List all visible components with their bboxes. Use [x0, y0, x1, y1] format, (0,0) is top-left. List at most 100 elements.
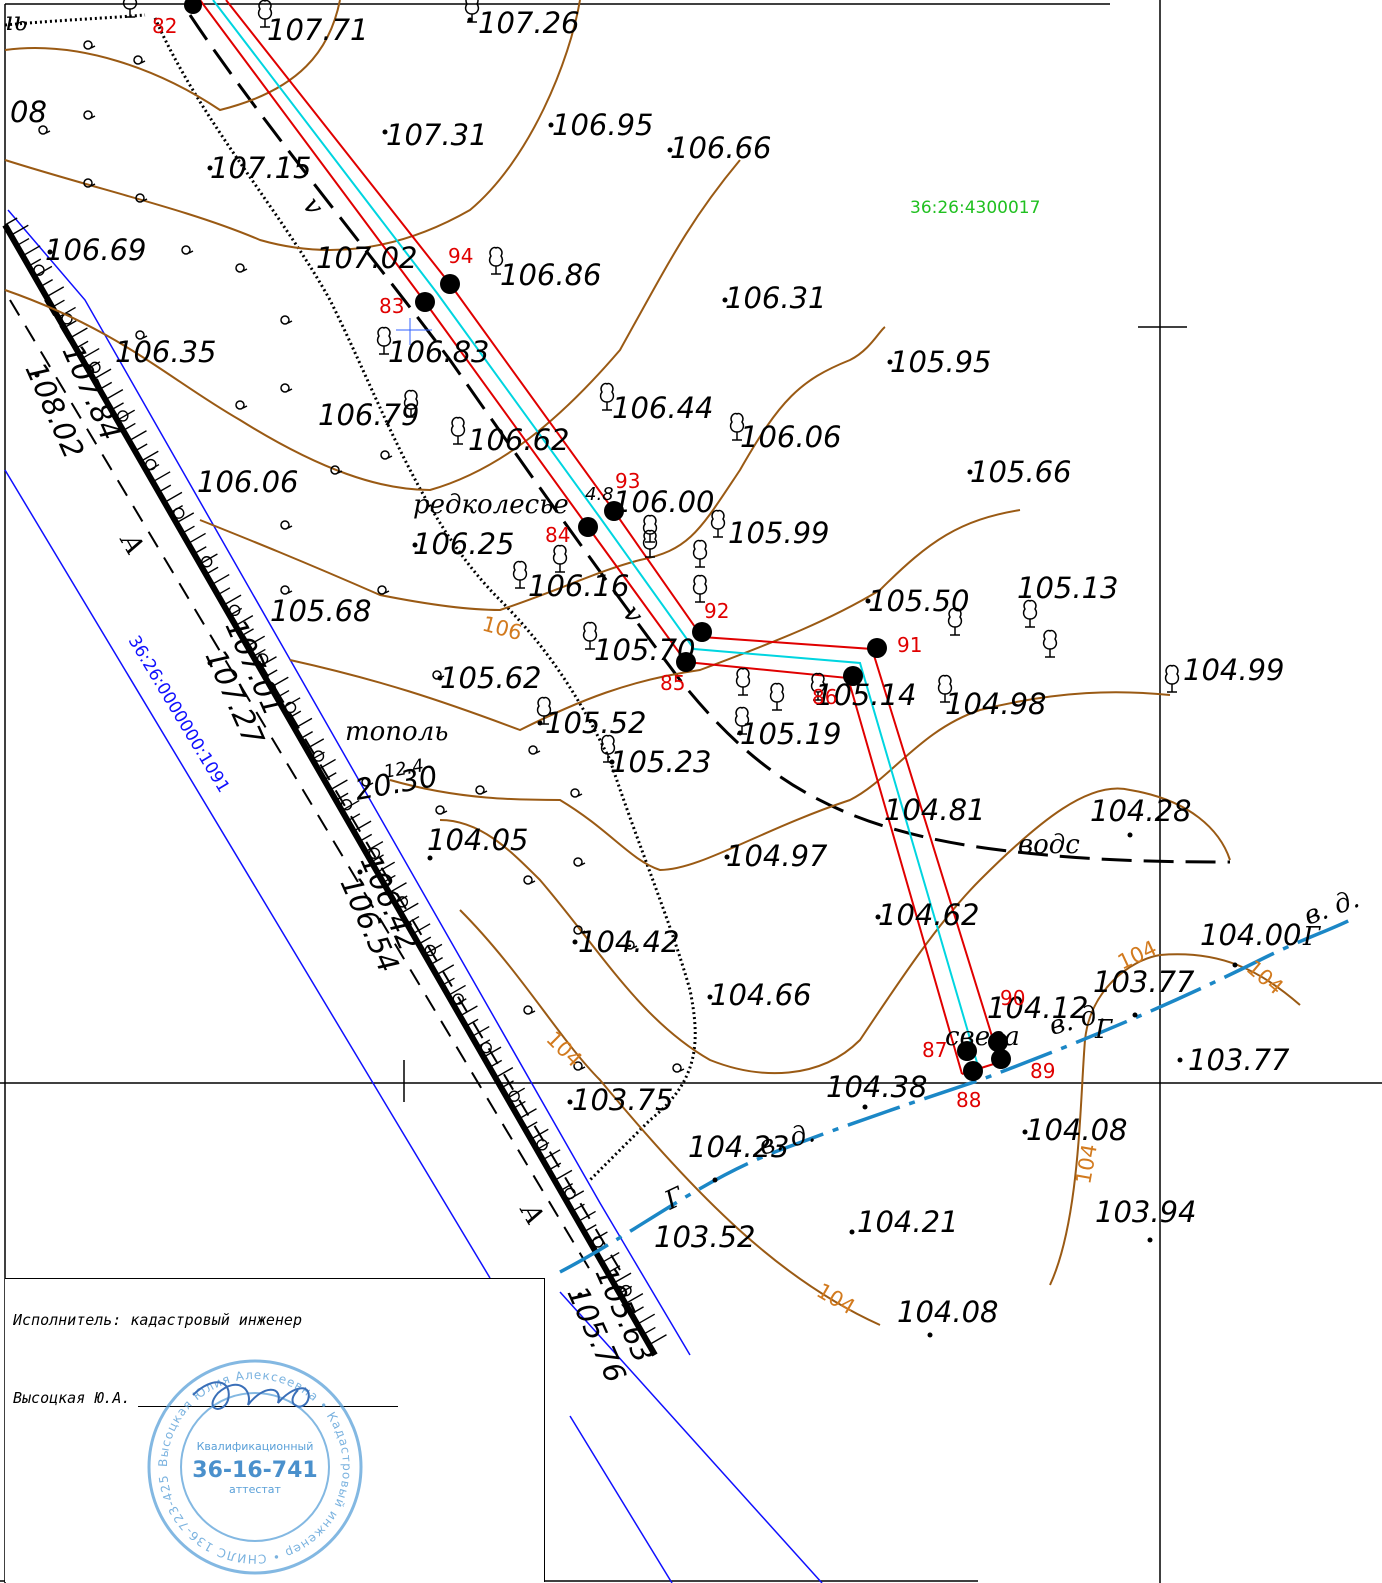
shrub-icon	[280, 315, 293, 325]
contour-label-106: 106	[480, 612, 525, 646]
caption-ed3: в. д.	[756, 1118, 818, 1162]
embankment-circle	[424, 944, 436, 957]
embankment-circle	[145, 458, 157, 471]
caption-redkolesie: редколесье	[413, 490, 569, 520]
point-number: 92	[704, 599, 729, 623]
tree-symbols	[122, 0, 1180, 763]
elevation-label: 104.99	[1183, 653, 1284, 687]
elevation-label: 104.21	[857, 1205, 958, 1239]
elevation-label: 103.52	[654, 1220, 755, 1254]
elevation-label: 103.77	[1093, 965, 1195, 999]
embankment-circle	[312, 750, 325, 762]
elevation-label: 103.77	[1188, 1043, 1290, 1077]
elevation-label: 106.25	[413, 527, 514, 561]
elevation-label: 105.68	[270, 594, 371, 628]
planned-corridor	[199, 0, 1001, 1075]
elevation-label: 105.19	[740, 717, 841, 751]
shrub-icon	[377, 585, 390, 595]
tree-icon	[122, 0, 138, 18]
hatch-tick	[317, 758, 336, 771]
elevation-label: 105.52	[545, 706, 646, 740]
elevation-dot	[548, 122, 554, 128]
elevation-dot	[722, 297, 728, 303]
shrub-icon	[83, 110, 96, 120]
hatch-tick	[489, 1059, 503, 1068]
signature-line	[138, 1406, 398, 1407]
shrub-icon	[528, 745, 541, 755]
hatch-tick	[241, 628, 254, 637]
hatch-tick	[158, 484, 172, 493]
point-number: 90	[1000, 986, 1025, 1010]
elevation-dot	[572, 939, 578, 945]
shrub-icon	[435, 805, 448, 815]
hatch-tick	[424, 943, 443, 955]
tree-icon	[710, 509, 726, 538]
elevation-label: 104.42	[578, 925, 679, 959]
elevation-label: 103.75	[572, 1083, 673, 1117]
hatch-tick	[146, 463, 160, 473]
elevation-label: 105.70	[594, 633, 695, 667]
embankment-circle	[61, 313, 73, 325]
shrub-icon	[523, 1005, 536, 1015]
elevation-label: 103.94	[1095, 1195, 1196, 1229]
point-number: 93	[615, 469, 640, 493]
hatch-tick	[447, 984, 466, 997]
elevation-label: 106.79	[318, 398, 419, 432]
point-number: 85	[660, 671, 685, 695]
shrub-icon	[573, 1061, 586, 1071]
point-number: 88	[956, 1088, 981, 1112]
shrub-symbols	[38, 40, 685, 1073]
embankment-circle	[173, 507, 185, 519]
tree-icon	[692, 539, 708, 568]
hatch-tick	[430, 957, 443, 966]
hatch-tick	[187, 532, 206, 545]
tree-icon	[735, 667, 751, 696]
tree-icon	[552, 544, 568, 573]
elevation-label: 105.23	[610, 745, 711, 779]
elevation-dot	[875, 914, 881, 920]
shrub-icon	[135, 330, 148, 340]
elevation-label: 104.00	[1200, 918, 1301, 952]
elevation-dot	[437, 675, 443, 681]
hatch-tick	[365, 841, 384, 853]
shrub-icon	[280, 383, 293, 393]
tree-icon	[937, 674, 953, 703]
elevation-dot	[1147, 1237, 1153, 1243]
point-number: 87	[922, 1038, 947, 1062]
hatch-tick	[199, 553, 218, 565]
elevation-label: 105.66	[970, 455, 1071, 489]
stamp-number: 36-16-741	[192, 1458, 317, 1483]
signature-block: Исполнитель: кадастровый инженер Высоцка…	[5, 1278, 545, 1582]
tree-icon	[257, 0, 273, 28]
hatch-tick	[51, 299, 65, 308]
elevation-dot	[1177, 1057, 1183, 1063]
elevation-dot	[887, 359, 893, 365]
elevation-label: 106.95	[552, 108, 653, 142]
hatch-tick	[335, 792, 349, 801]
elevation-label: 104.08	[1026, 1113, 1127, 1147]
elevation-dot	[1232, 962, 1238, 968]
shrub-icon	[280, 520, 293, 530]
shrub-icon	[573, 925, 586, 935]
elevation-label: 104.98	[945, 687, 1046, 721]
hatch-tick	[223, 594, 242, 606]
stamp-line1: Квалификационный	[197, 1440, 314, 1453]
hatch-tick	[512, 1100, 526, 1110]
hatch-tick	[376, 861, 396, 873]
tree-icon	[1164, 664, 1180, 693]
elevation-dot	[577, 1292, 583, 1298]
embankment-circle	[508, 1090, 520, 1102]
dotted-track	[4, 13, 697, 1182]
shrub-icon	[570, 788, 583, 798]
tree-icon	[729, 412, 745, 441]
hatch-tick	[418, 936, 432, 945]
shrub-icon	[235, 400, 248, 410]
caption-ib: ıь	[5, 7, 27, 37]
elevation-dot	[724, 854, 730, 860]
elevation-label: 106.83	[388, 335, 489, 369]
tree-icon	[376, 326, 392, 355]
elevation-label: 106.06	[197, 465, 298, 499]
hatch-tick	[10, 224, 29, 236]
elevation-dot	[862, 1104, 868, 1110]
shrub-icon	[83, 178, 96, 188]
